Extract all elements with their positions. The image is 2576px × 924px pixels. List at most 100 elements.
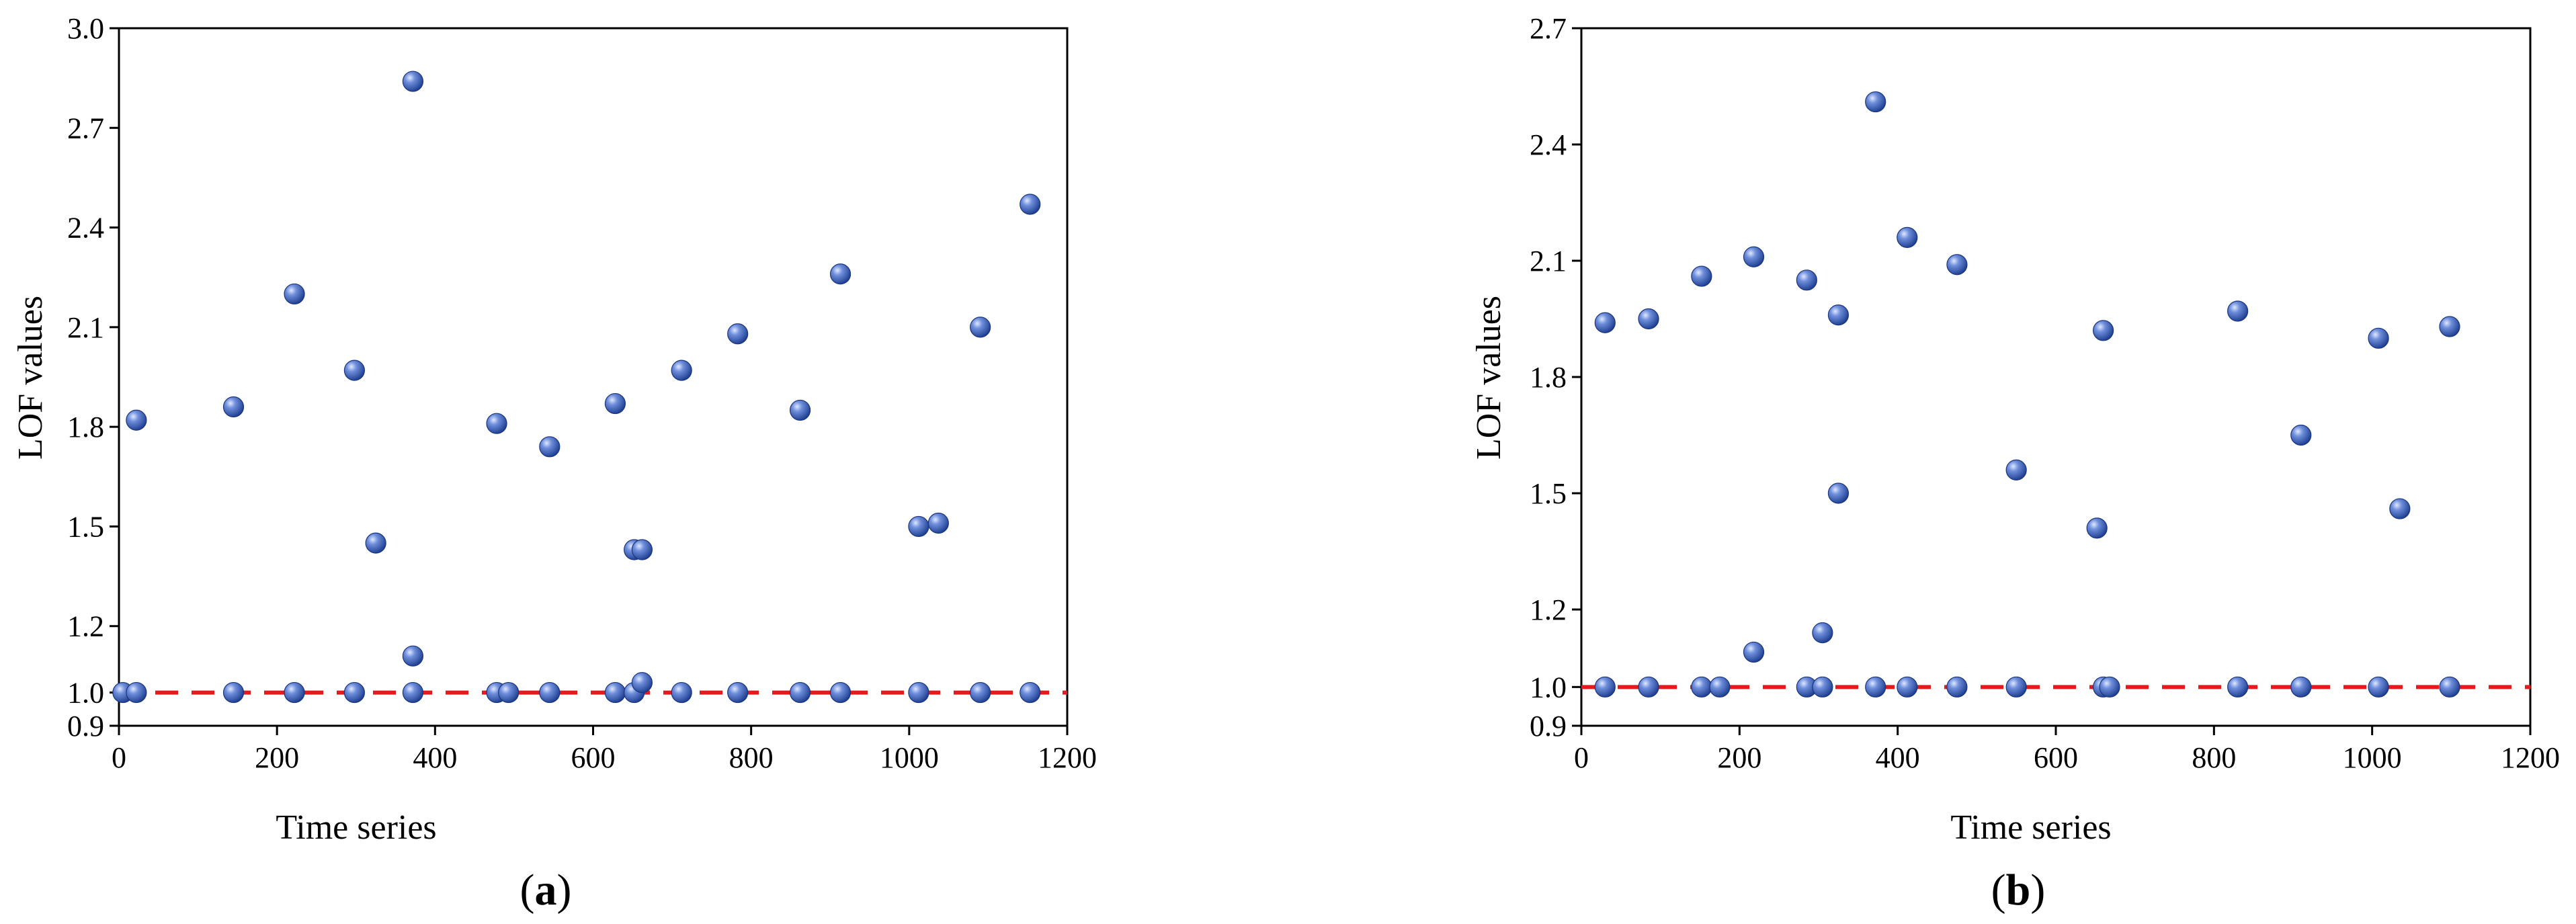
scatter-point	[402, 71, 424, 92]
scatter-point	[927, 512, 949, 534]
y-tick-label: 2.7	[67, 112, 104, 144]
scatter-point	[671, 360, 692, 381]
scatter-point	[970, 681, 991, 704]
scatter-point	[222, 396, 245, 418]
plot-frame	[118, 27, 1069, 727]
scatter-point	[1827, 304, 1850, 326]
axes: 0 200 400 600 800 1000 1200 0.9 1.0 1.2 1.5 1.8 2.1 2…	[1530, 12, 2560, 774]
scatter-point	[1020, 194, 1041, 215]
x-tick-label: 600	[2034, 741, 2078, 774]
scatter-point	[604, 681, 626, 704]
y-tick-label: 2.4	[1530, 128, 1567, 161]
scatter-point	[343, 681, 365, 704]
scatter-point	[1946, 676, 1968, 698]
y-axis-title: LOF values	[1470, 296, 1508, 460]
panel-label-letter: b	[2006, 866, 2031, 915]
scatter-point	[604, 392, 626, 415]
scatter-point	[2368, 676, 2389, 698]
y-tick-label: 2.1	[1530, 245, 1567, 278]
scatter-point	[1638, 308, 1659, 330]
scatter-point	[2086, 517, 2108, 539]
scatter-point	[343, 360, 365, 381]
scatter-point	[1812, 676, 1833, 698]
scatter-point	[1594, 676, 1616, 698]
scatter-point	[1796, 269, 1817, 291]
y-tick-label: 2.4	[67, 212, 104, 245]
scatter-point	[1709, 676, 1731, 698]
scatter-point	[1812, 622, 1833, 644]
y-tick-label: 1.2	[67, 610, 104, 643]
scatter-point	[1020, 681, 1041, 704]
scatter-point	[908, 681, 929, 704]
scatter-point	[908, 515, 929, 538]
scatter-point	[789, 399, 811, 421]
scatter-point	[486, 413, 507, 434]
y-tick-label: 1.8	[1530, 361, 1567, 394]
panel-label: (a)	[520, 866, 572, 915]
scatter-points	[112, 71, 1041, 704]
x-tick-label: 200	[1717, 741, 1761, 774]
panel-label-letter: a	[535, 866, 557, 915]
y-tick-label: 1.5	[1530, 477, 1567, 510]
y-tick-label: 2.7	[1530, 12, 1567, 45]
scatter-point	[1827, 482, 1850, 504]
x-tick-label: 0	[1574, 741, 1589, 774]
scatter-point	[789, 681, 811, 704]
scatter-point	[2368, 327, 2389, 349]
scatter-point	[671, 681, 692, 704]
scatter-point	[829, 263, 851, 285]
scatter-point	[727, 323, 749, 345]
scatter-point	[1743, 246, 1765, 267]
scatter-point	[2439, 676, 2460, 698]
y-axis-title: LOF values	[11, 296, 50, 460]
chart-panel-a: 0 200 400 600 800 1000 1200 0.91.0 1.2 1.5 1.8 2.1 2…	[11, 12, 1097, 915]
x-tick-label: 600	[571, 741, 616, 774]
scatter-point	[539, 436, 560, 458]
scatter-point	[727, 681, 749, 704]
scatter-point	[1897, 226, 1918, 248]
x-axis-title: Time series	[1950, 808, 2111, 847]
scatter-point	[2005, 676, 2027, 698]
chart-panel-b: 0 200 400 600 800 1000 1200 0.9 1.0 1.2 1.5 1.8 2.1 2…	[1470, 12, 2560, 915]
scatter-point	[1865, 91, 1886, 113]
x-tick-label: 1200	[2501, 741, 2560, 774]
scatter-point	[1865, 676, 1886, 698]
y-tick-label: 1.2	[1530, 593, 1567, 626]
scatter-point	[2005, 459, 2027, 481]
scatter-point	[829, 681, 851, 704]
panel-label: (b)	[1991, 866, 2046, 915]
scatter-point	[365, 532, 386, 554]
scatter-point	[1897, 676, 1918, 698]
scatter-point	[402, 681, 424, 704]
scatter-point	[539, 681, 560, 704]
scatter-point	[631, 539, 653, 560]
scatter-point	[2290, 424, 2312, 446]
x-tick-label: 400	[413, 741, 457, 774]
y-tick-label: 0.9	[67, 710, 104, 743]
scatter-point	[1691, 265, 1712, 287]
scatter-point	[1691, 676, 1712, 698]
scatter-point	[1638, 676, 1659, 698]
scatter-point	[402, 645, 424, 667]
plot-frame	[1580, 27, 2532, 727]
x-tick-label: 200	[255, 741, 299, 774]
scatter-point	[126, 409, 147, 431]
x-axis-title: Time series	[276, 808, 436, 847]
scatter-point	[2227, 676, 2249, 698]
y-tick-label: 3.0	[67, 12, 104, 45]
scatter-point	[126, 681, 147, 704]
x-tick-label: 1000	[880, 741, 939, 774]
scatter-point	[2389, 498, 2411, 519]
x-tick-label: 0	[112, 741, 126, 774]
scatter-point	[284, 681, 305, 704]
scatter-point	[631, 672, 653, 694]
x-tick-label: 1000	[2343, 741, 2402, 774]
scatter-points	[1594, 91, 2460, 698]
x-tick-label: 400	[1876, 741, 1920, 774]
x-tick-label: 800	[729, 741, 774, 774]
scatter-point	[284, 283, 305, 305]
scatter-point	[970, 317, 991, 338]
y-tick-label: 1.5	[67, 510, 104, 543]
scatter-point	[2290, 676, 2312, 698]
